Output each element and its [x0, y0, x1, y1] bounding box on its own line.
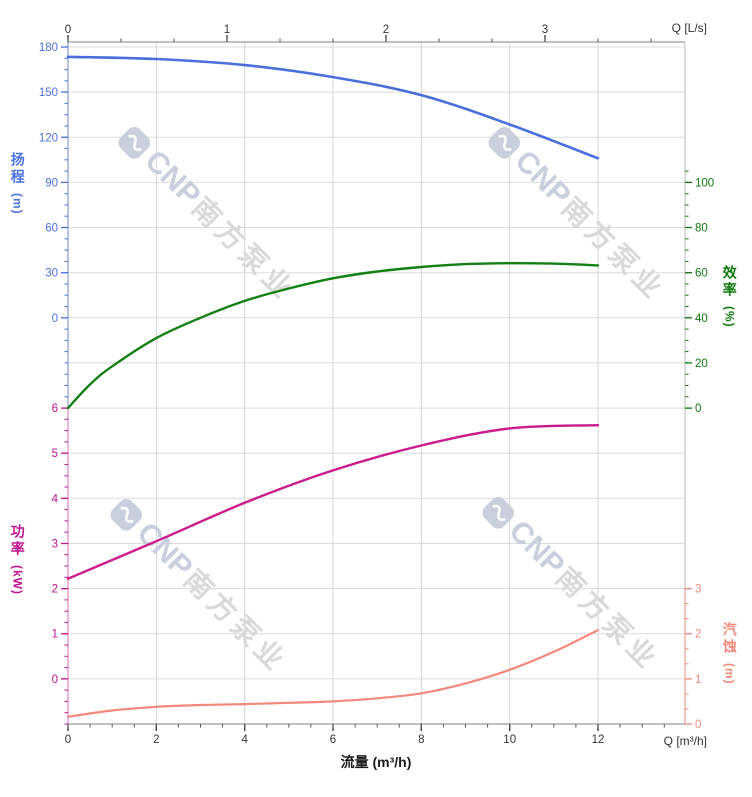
head-axis-title-text: 扬程 — [9, 152, 26, 186]
efficiency-axis-title: 效率 (%) — [721, 265, 738, 328]
svg-text:3: 3 — [542, 24, 548, 36]
svg-text:8: 8 — [418, 734, 424, 746]
svg-text:1: 1 — [224, 24, 230, 36]
head-axis-title: 扬程 (m) — [9, 152, 26, 215]
efficiency-axis-title-text: 效率 — [721, 265, 738, 299]
npsh-axis-title-text: 汽蚀 — [721, 622, 738, 656]
svg-text:2: 2 — [153, 734, 159, 746]
svg-text:6: 6 — [330, 734, 336, 746]
svg-text:90: 90 — [45, 177, 58, 189]
svg-text:60: 60 — [45, 223, 58, 235]
axis-ticks-and-labels: 0 1 2 30 2 4 6 8 10 12180150120906030065432101008… — [39, 24, 714, 746]
power-axis-unit: (kW) — [10, 565, 25, 595]
svg-text:0: 0 — [695, 403, 701, 415]
npsh-axis-unit: (m) — [722, 663, 737, 685]
svg-text:10: 10 — [503, 734, 516, 746]
svg-text:2: 2 — [695, 629, 701, 641]
svg-text:4: 4 — [52, 493, 59, 505]
svg-text:5: 5 — [52, 448, 58, 460]
svg-text:3: 3 — [695, 584, 701, 596]
svg-text:3: 3 — [52, 539, 58, 551]
svg-text:80: 80 — [695, 223, 708, 235]
svg-text:南方泵业: 南方泵业 — [178, 563, 294, 679]
svg-text:0: 0 — [695, 719, 701, 731]
svg-text:南方泵业: 南方泵业 — [556, 191, 672, 307]
curve-eff — [66, 261, 600, 410]
svg-text:60: 60 — [695, 268, 708, 280]
svg-text:40: 40 — [695, 313, 708, 325]
svg-text:2: 2 — [52, 584, 58, 596]
top-axis-unit-label: Q [L/s] — [671, 21, 707, 35]
curve-head — [66, 55, 600, 160]
svg-text:100: 100 — [695, 177, 714, 189]
svg-text:0: 0 — [65, 24, 71, 36]
svg-text:20: 20 — [695, 358, 708, 370]
svg-text:2: 2 — [383, 24, 389, 36]
svg-text:12: 12 — [592, 734, 605, 746]
svg-text:6: 6 — [52, 403, 58, 415]
svg-text:南方泵业: 南方泵业 — [550, 561, 666, 677]
svg-text:180: 180 — [39, 42, 58, 54]
power-axis-title-text: 功率 — [9, 524, 26, 558]
flow-axis-title: 流量 (m³/h) — [340, 754, 412, 770]
svg-text:0: 0 — [52, 674, 58, 686]
curve-power — [66, 424, 600, 580]
svg-text:1: 1 — [52, 629, 58, 641]
efficiency-axis-unit: (%) — [722, 306, 737, 328]
gridlines — [68, 42, 685, 724]
svg-text:4: 4 — [241, 734, 248, 746]
svg-text:150: 150 — [39, 87, 58, 99]
curves — [66, 55, 600, 718]
svg-text:0: 0 — [52, 313, 58, 325]
svg-text:0: 0 — [65, 734, 71, 746]
svg-text:30: 30 — [45, 268, 58, 280]
power-axis-title: 功率 (kW) — [9, 524, 26, 595]
curve-npsh — [66, 629, 600, 718]
svg-text:120: 120 — [39, 132, 58, 144]
svg-text:1: 1 — [695, 674, 701, 686]
npsh-axis-title: 汽蚀 (m) — [721, 622, 738, 685]
head-axis-unit: (m) — [10, 193, 25, 215]
bottom-axis-unit-label: Q [m³/h] — [663, 734, 707, 748]
